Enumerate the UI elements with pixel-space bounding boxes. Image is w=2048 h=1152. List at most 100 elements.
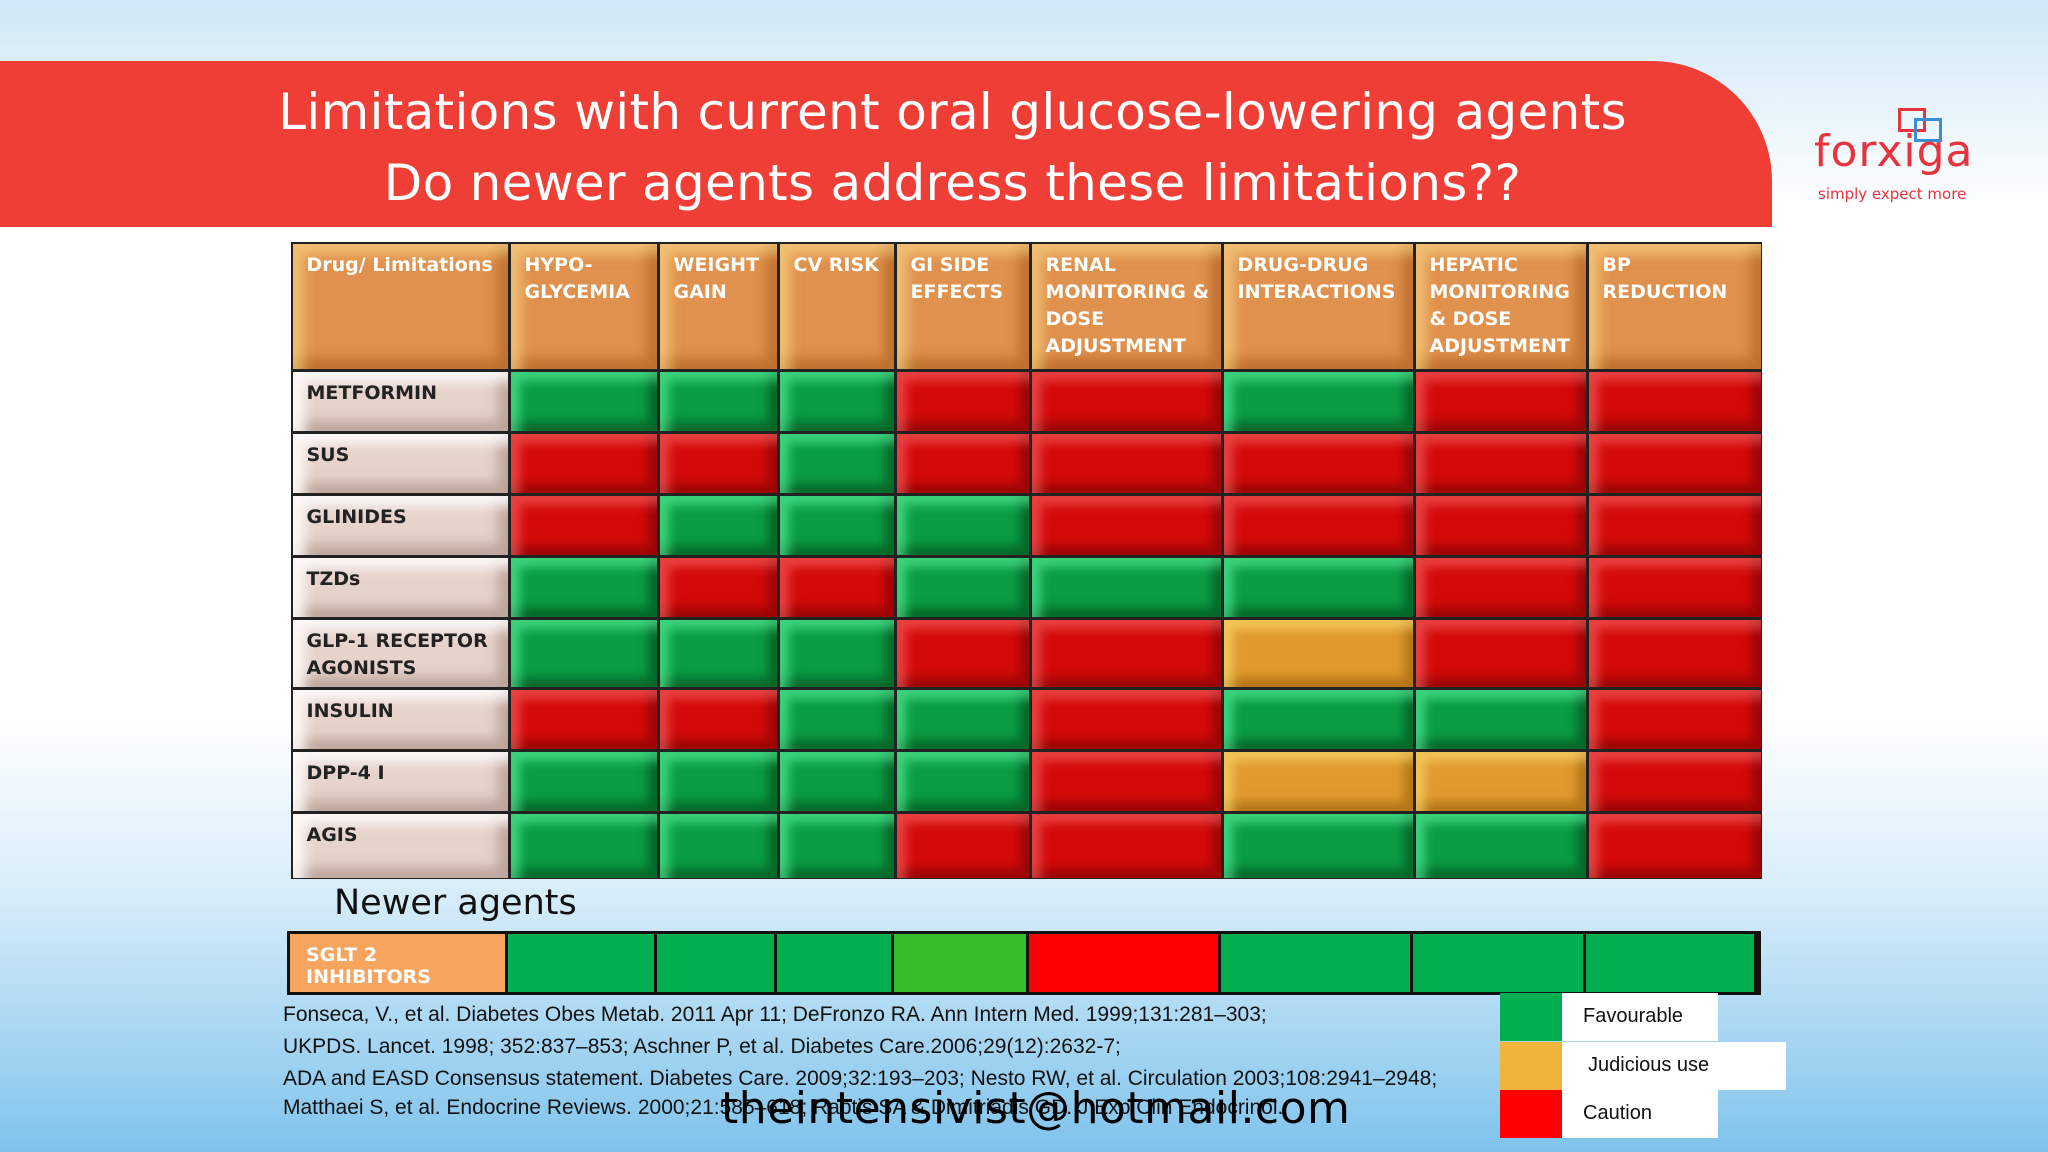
legend-label-caution: Caution (1583, 1102, 1652, 1124)
favourable-cell (1223, 557, 1413, 617)
column-header: HYPO- GLYCEMIA (510, 243, 657, 369)
favourable-cell (1415, 813, 1586, 878)
favourable-cell (510, 557, 657, 617)
favourable-cell (779, 751, 894, 811)
legend-swatch-favourable (1500, 993, 1562, 1041)
favourable-cell (1415, 689, 1586, 749)
logo-square-icon-2 (1914, 118, 1942, 142)
favourable-cell (508, 934, 654, 992)
favourable-cell (779, 371, 894, 431)
caution-cell (1415, 371, 1586, 431)
caution-cell (896, 371, 1029, 431)
caution-cell (510, 433, 657, 493)
favourable-cell (1413, 934, 1583, 992)
favourable-cell (1223, 813, 1413, 878)
column-header: HEPATIC MONITORING & DOSE ADJUSTMENT (1415, 243, 1586, 369)
caution-cell (1223, 495, 1413, 555)
favourable-cell (779, 433, 894, 493)
column-header: DRUG-DRUG INTERACTIONS (1223, 243, 1413, 369)
reference-1: Fonseca, V., et al. Diabetes Obes Metab.… (283, 1003, 1267, 1026)
slide-title-line1: Limitations with current oral glucose-lo… (278, 83, 1627, 141)
title-banner: Limitations with current oral glucose-lo… (0, 61, 1772, 227)
favourable-cell (659, 813, 777, 878)
caution-cell (1223, 433, 1413, 493)
favourable-cell (779, 495, 894, 555)
row-label: GLP-1 RECEPTOR AGONISTS (292, 619, 508, 687)
caution-cell (1415, 619, 1586, 687)
caution-cell (1588, 433, 1761, 493)
row-label: METFORMIN (292, 371, 508, 431)
favourable-cell (659, 751, 777, 811)
caution-cell (1031, 813, 1221, 878)
favourable-cell (896, 689, 1029, 749)
favourable-cell (1586, 934, 1754, 992)
sglt2-row: SGLT 2 INHIBITORS (287, 931, 1761, 995)
favourable-cell (1223, 371, 1413, 431)
favourable-cell (657, 934, 774, 992)
favourable-cell (896, 557, 1029, 617)
reference-3: ADA and EASD Consensus statement. Diabet… (283, 1067, 1438, 1090)
row-label: SUS (292, 433, 508, 493)
caution-cell (1031, 433, 1221, 493)
column-header: CV RISK (779, 243, 894, 369)
caution-cell (896, 433, 1029, 493)
caution-cell (1415, 495, 1586, 555)
row-label: TZDs (292, 557, 508, 617)
caution-cell (510, 495, 657, 555)
legend-label-judicious: Judicious use (1588, 1054, 1710, 1076)
favourable-cell (1221, 934, 1410, 992)
favourable-cell (1223, 689, 1413, 749)
caution-cell (896, 619, 1029, 687)
caution-cell (1588, 813, 1761, 878)
caution-cell (1415, 433, 1586, 493)
contact-email: theintensivist@hotmail.com (721, 1083, 1351, 1134)
caution-cell (1031, 689, 1221, 749)
favourable-cell (659, 495, 777, 555)
row-label: DPP-4 I (292, 751, 508, 811)
judicious-cell (1223, 751, 1413, 811)
column-header: RENAL MONITORING & DOSE ADJUSTMENT (1031, 243, 1221, 369)
caution-cell (659, 433, 777, 493)
column-header: BP REDUCTION (1588, 243, 1761, 369)
column-header: GI SIDE EFFECTS (896, 243, 1029, 369)
newer-agents-heading: Newer agents (334, 883, 577, 923)
sglt2-label: SGLT 2 INHIBITORS (290, 934, 505, 992)
slide-title-line2: Do newer agents address these limitation… (383, 154, 1522, 212)
logo-brand: forxiga (1814, 126, 1974, 177)
caution-cell (1588, 495, 1761, 555)
legend-label-favourable: Favourable (1583, 1005, 1684, 1027)
judicious-cell (1415, 751, 1586, 811)
favourable-cell (510, 619, 657, 687)
caution-cell (1588, 619, 1761, 687)
caution-cell (1588, 751, 1761, 811)
caution-cell (1031, 751, 1221, 811)
reference-2: UKPDS. Lancet. 1998; 352:837–853; Aschne… (283, 1035, 1121, 1058)
caution-cell (1415, 557, 1586, 617)
caution-cell (1588, 371, 1761, 431)
caution-cell (779, 557, 894, 617)
caution-cell (1588, 557, 1761, 617)
favourable-cell (659, 371, 777, 431)
caution-cell (1031, 371, 1221, 431)
favourable-cell (777, 934, 891, 992)
caution-cell (1029, 934, 1218, 992)
legend-swatch-judicious (1500, 1042, 1562, 1090)
row-label: INSULIN (292, 689, 508, 749)
caution-cell (510, 689, 657, 749)
favourable-cell (659, 619, 777, 687)
caution-cell (659, 689, 777, 749)
limitations-table: Drug/ Limitations HYPO- GLYCEMIA WEIGHT GA… (291, 242, 1762, 879)
favourable-cell (779, 689, 894, 749)
logo-tagline: simply expect more (1818, 185, 1967, 203)
favourable-cell (896, 751, 1029, 811)
column-header: WEIGHT GAIN (659, 243, 777, 369)
favourable-cell (510, 371, 657, 431)
favourable-cell (510, 751, 657, 811)
favourable-cell (779, 619, 894, 687)
judicious-cell (1223, 619, 1413, 687)
favourable-cell (779, 813, 894, 878)
favourable-cell (896, 495, 1029, 555)
row-label: AGIS (292, 813, 508, 878)
legend-swatch-caution (1500, 1090, 1562, 1138)
references: Fonseca, V., et al. Diabetes Obes Metab.… (283, 999, 1513, 1124)
